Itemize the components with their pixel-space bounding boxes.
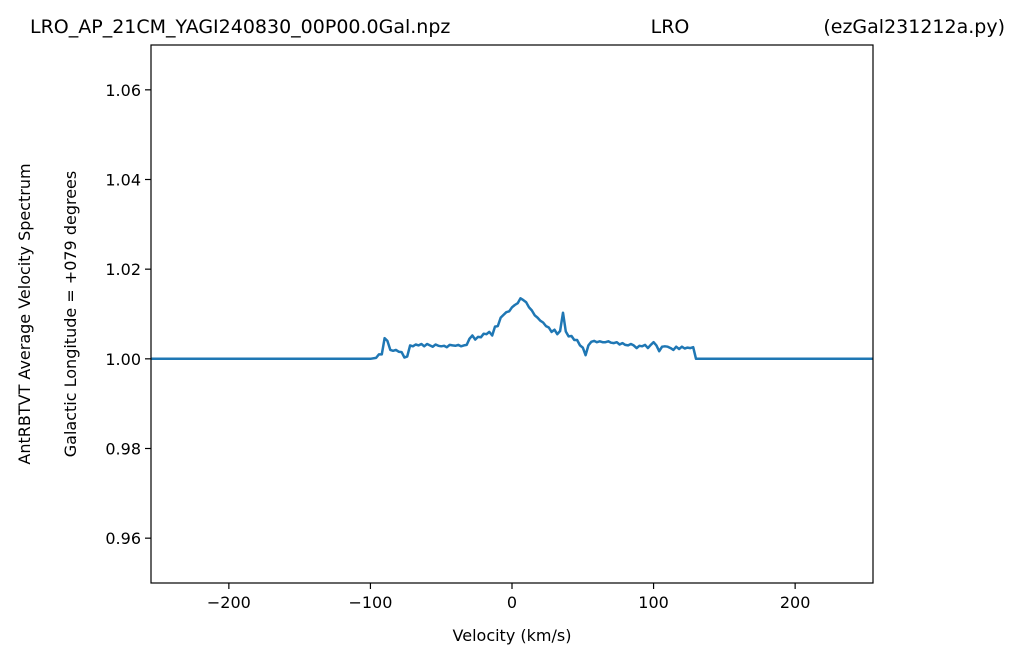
x-tick-label: −100 <box>348 593 392 612</box>
x-axis-ticks: −200 −100 0 100 200 <box>207 583 811 612</box>
y-tick-label: 1.02 <box>105 260 141 279</box>
title-center: LRO <box>651 16 690 38</box>
x-tick-label: 0 <box>507 593 517 612</box>
y-tick-label: 1.00 <box>105 350 141 369</box>
series-line <box>151 297 873 361</box>
y-tick-label: 0.96 <box>105 529 141 548</box>
x-tick-label: 200 <box>780 593 811 612</box>
plot-frame <box>150 44 874 584</box>
x-tick-label: 100 <box>638 593 669 612</box>
y-axis-ticks: 0.96 0.98 1.00 1.02 1.04 1.06 <box>105 81 151 548</box>
y-axis-label-line-1: AntRBTVT Average Velocity Spectrum <box>15 163 34 464</box>
y-tick-label: 1.06 <box>105 81 141 100</box>
y-axis-label-line-2: Galactic Longitude = +079 degrees <box>61 171 80 457</box>
y-tick-label: 0.98 <box>105 440 141 459</box>
x-axis-label: Velocity (km/s) <box>453 626 572 645</box>
title-left: LRO_AP_21CM_YAGI240830_00P00.0Gal.npz <box>30 16 450 38</box>
title-right: (ezGal231212a.py) <box>823 16 1005 38</box>
y-tick-label: 1.04 <box>105 171 141 190</box>
x-tick-label: −200 <box>207 593 251 612</box>
